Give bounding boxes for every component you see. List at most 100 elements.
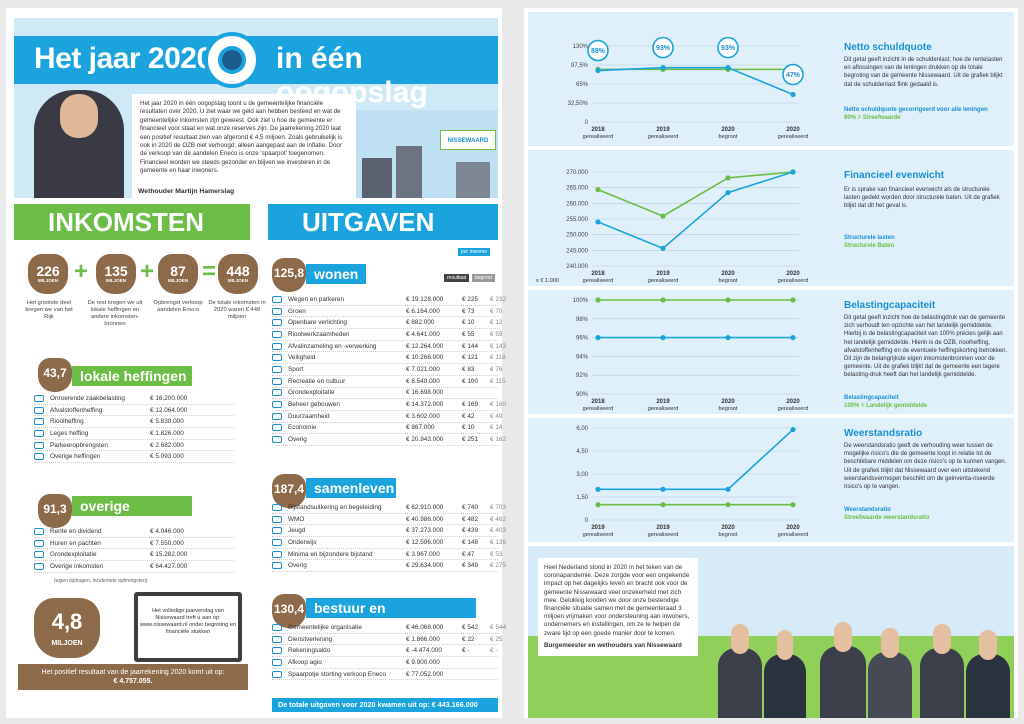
row-value: € 40.986.000 [406, 515, 444, 523]
legend-2: 100% = Landelijk gemiddelde [844, 403, 928, 409]
table-row: Rekeningsaldo€ -4.474.000€ -€ -€ - [272, 645, 542, 658]
row-resultaat: € 22 [462, 635, 475, 643]
row-begroot: € 14 [490, 424, 503, 432]
x-tick-label: 2018 [591, 399, 605, 405]
left-page: Het jaar 2020 in één oogopslag Het jaar … [6, 8, 542, 718]
row-label: Minima en bijzondere bijstand [288, 550, 373, 558]
category-icon [272, 623, 282, 631]
table-row: Sport€ 7.021.000€ 83€ 76€ -7 [272, 364, 542, 376]
row-resultaat: € 47 [462, 550, 475, 558]
row-resultaat: € 144 [462, 342, 478, 350]
series-line [598, 428, 794, 491]
legend-1: Weerstandsratio [844, 507, 891, 513]
page-title: Het jaar 2020 [34, 42, 213, 75]
table-row: Huren en pachten € 7.550.000 [34, 538, 234, 550]
category-icon [272, 658, 282, 666]
samenleven-table: Bijstandsuitkering en begeleiding € 62.91… [272, 502, 542, 573]
row-value: € 77.052.000 [406, 670, 444, 678]
row-value: € 46.068.000 [406, 623, 444, 631]
row-resultaat: € 251 [462, 436, 478, 444]
row-begroot: € 544 [490, 623, 506, 631]
y-tick-label: 0 [585, 120, 589, 126]
category-icon [272, 635, 282, 643]
row-label: Overig [288, 562, 307, 570]
bestuur-bag: 130,4 [272, 594, 306, 628]
row-begroot: € 232 [490, 295, 506, 303]
panel-weerstand: 0 1,50 3,00 4,50 6,00 2019 gerealiseerd 2019 ger… [528, 418, 1014, 542]
panel-text: Dit getal geeft inzicht in de schuldenla… [844, 57, 1003, 88]
row-resultaat: € 121 [462, 354, 478, 362]
table-row: Onroerende zaakbelasting € 16.200.000 [34, 393, 234, 405]
x-tick-label: 2020 [786, 525, 800, 531]
alderman-photo [34, 90, 124, 198]
data-point [660, 297, 666, 303]
category-icon [272, 670, 282, 678]
panel-belasting: 90% 92% 94% 96% 98% 100% 2018 gerealiseerd 2019 g… [528, 290, 1014, 414]
category-icon [34, 562, 44, 570]
table-row: Leges heffing € 1.826.000 [34, 428, 234, 440]
x-tick-label: 2020 [786, 271, 800, 277]
row-label: Jeugd [288, 527, 306, 535]
chart-evenwicht: 240.000 245.000 250.000 255.000 260.000 265.0… [536, 169, 808, 284]
row-resultaat: € - [462, 647, 470, 655]
row-label: Sport [288, 365, 304, 373]
x-tick-label: begroot [719, 406, 738, 412]
row-value: € 64.427.000 [150, 562, 188, 570]
x-tick-label: 2019 [656, 399, 670, 405]
table-row: Afvalstoffenheffing € 12.064.000 [34, 405, 234, 417]
row-begroot: € 12 [490, 319, 503, 327]
y-tick-label: 90% [576, 392, 589, 398]
row-label: Onderwijs [288, 538, 317, 546]
x-tick-label: 2020 [721, 399, 735, 405]
category-icon [272, 436, 282, 444]
row-label: Leges heffing [50, 429, 89, 437]
x-tick-label: gerealiseerd [648, 532, 679, 538]
y-tick-label: 3,00 [576, 472, 588, 478]
row-resultaat: € 73 [462, 307, 475, 315]
table-row: Gemeentelijke organisatie € 46.068.000 € 5… [272, 622, 542, 634]
income-caption: Het grootste deel kregen we van het Rijk [25, 300, 73, 320]
panel-title: Weerstandsratio [844, 428, 923, 439]
table-row: Wegen en parkeren€ 19.128.000€ 225€ 232€… [272, 294, 542, 306]
col-resultaat: resultaat [444, 274, 470, 282]
row-begroot: € 703 [490, 503, 506, 511]
y-tick-label: 250.000 [566, 233, 588, 239]
row-begroot: € 25 [490, 635, 503, 643]
data-point [595, 486, 601, 492]
row-value: € 12.596.000 [406, 538, 444, 546]
category-icon [272, 424, 282, 432]
x-tick-label: 2020 [721, 525, 735, 531]
table-row: Overig€ 29.634.000€ 349€ 275€ -74 [272, 560, 542, 573]
category-icon [272, 365, 282, 373]
row-value: € 37.273.000 [406, 527, 444, 535]
row-value: € 8.540.000 [406, 377, 440, 385]
value-bubble [782, 63, 804, 86]
table-row: Afkoop agio € 9.900.000 [272, 657, 498, 669]
table-row: Dienstverlening€ 1.866.000€ 22€ 25€ +3 [272, 634, 542, 646]
page-title-2: in één oogopslag [276, 42, 428, 109]
row-resultaat: € 10 [462, 424, 475, 432]
x-tick-label: gerealiseerd [778, 532, 809, 538]
row-value: € 12.264.000 [406, 342, 444, 350]
table-row: Veiligheid€ 10.266.000€ 121€ 118€ -3 [272, 352, 542, 365]
table-row: Grondexploitatie € 16.698.000 [272, 388, 498, 400]
row-value: € 20.943.000 [406, 436, 444, 444]
row-value: € 5.830.000 [150, 418, 184, 426]
lokale-table: Onroerende zaakbelasting € 16.200.000 Afva… [34, 393, 234, 464]
row-resultaat: € 55 [462, 330, 475, 338]
row-label: Duurzaamheid [288, 412, 330, 420]
chart-weerstand: 01,503,004,506,002019gerealiseerd2019ger… [576, 426, 809, 538]
panel-text: Er is sprake van financieel evenwicht al… [844, 187, 1000, 210]
x-tick-label: 2020 [786, 127, 800, 133]
row-label: Rekeningsaldo [288, 647, 331, 655]
council-photo: Heel Nederland stond in 2020 in het teke… [528, 546, 1014, 718]
row-value: € 14.372.000 [406, 401, 444, 409]
row-value: € 10.266.000 [406, 354, 444, 362]
table-row: Recreatie en cultuur € 8.540.000 € 100 € 11… [272, 376, 542, 388]
row-begroot: € 160 [490, 401, 506, 409]
data-point [595, 187, 601, 193]
income-caption: Opbrengst verkoop aandelen Eneco [153, 300, 203, 313]
panel-text: De weerstandsratio geeft de verhouding w… [844, 443, 1007, 491]
y-tick-label: 92% [576, 373, 589, 379]
row-resultaat: € 83 [462, 365, 475, 373]
